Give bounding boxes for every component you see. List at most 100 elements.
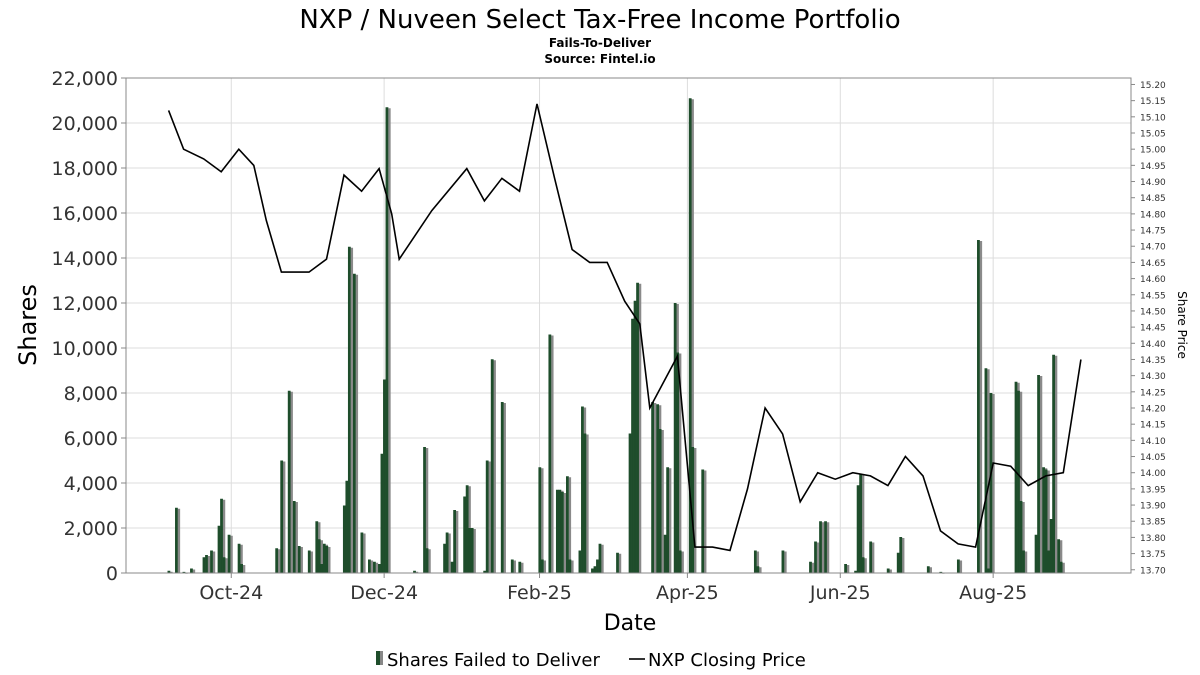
fail-bar-shadow (759, 567, 762, 573)
fail-bar-shadow (871, 542, 875, 573)
fail-bar-shadow (222, 499, 226, 573)
fail-bar-shadow (493, 360, 496, 573)
fail-bar (616, 552, 619, 573)
fail-bar (360, 532, 364, 573)
fail-bar (237, 543, 241, 573)
fail-bar-shadow (1059, 540, 1063, 573)
fail-bar-shadow (328, 547, 331, 573)
fail-bar (984, 368, 988, 573)
y2-tick-label: 13.90 (1140, 502, 1166, 512)
fail-bar (538, 467, 542, 573)
fail-bar-shadow (979, 241, 983, 573)
y-tick-label: 10,000 (52, 338, 118, 360)
y2-tick-label: 15.05 (1140, 130, 1166, 140)
y2-tick-label: 14.20 (1140, 405, 1166, 415)
fail-bar (548, 334, 552, 573)
fail-bar (540, 559, 544, 573)
plot-frame (125, 77, 1132, 574)
fail-bar-shadow (543, 560, 547, 573)
fail-bar (222, 557, 226, 573)
fail-bar (380, 453, 384, 573)
fail-bar (287, 390, 291, 573)
x-tick-label: Apr-25 (656, 582, 719, 604)
fail-bar-shadow (568, 477, 572, 573)
fail-bar (756, 566, 760, 573)
fail-bar-shadow (225, 558, 228, 573)
y2-axis-ticks: 13.70 13.75 13.80 13.85 13.90 13.95 14.00 14.05… (1131, 81, 1166, 576)
fail-bar (297, 546, 301, 573)
y2-tick-label: 14.90 (1140, 178, 1166, 188)
fail-bar-shadow (784, 551, 787, 573)
fail-bar-shadow (170, 571, 173, 573)
fail-bar (182, 571, 186, 573)
y2-tick-label: 15.10 (1140, 113, 1166, 123)
fail-bar-shadow (300, 547, 303, 573)
fail-bar (939, 571, 943, 573)
fail-bar (663, 534, 667, 573)
fail-bar (292, 501, 296, 573)
y2-tick-label: 15.20 (1140, 81, 1166, 91)
fail-bar (280, 460, 284, 573)
y2-tick-label: 13.80 (1140, 534, 1166, 544)
fail-bar (987, 568, 990, 573)
y-tick-label: 22,000 (52, 68, 118, 90)
y2-tick-label: 14.05 (1140, 453, 1166, 463)
fail-bar (593, 566, 597, 573)
fail-bar-shadow (678, 353, 682, 573)
y2-tick-label: 14.35 (1140, 356, 1166, 366)
fail-bar-shadow (177, 508, 181, 573)
x-tick-label: Oct-24 (199, 582, 263, 604)
fail-bar (445, 532, 449, 573)
fail-bar (518, 561, 522, 573)
fail-bar (636, 282, 639, 573)
y2-tick-label: 15.15 (1140, 97, 1166, 107)
y-tick-label: 4,000 (64, 473, 118, 495)
fail-bar-shadow (691, 99, 694, 573)
fail-bar (633, 300, 637, 573)
fail-bar (1057, 539, 1061, 573)
fail-bar (631, 318, 634, 573)
fail-bar-shadow (1062, 562, 1065, 573)
fail-bar (691, 447, 695, 573)
fail-bar-shadow (992, 394, 995, 573)
fail-bar (450, 561, 454, 573)
y-tick-label: 6,000 (64, 428, 118, 450)
fail-bar (483, 570, 487, 573)
fail-bar-shadow (415, 571, 419, 573)
fail-bar-shadow (694, 448, 697, 573)
fail-bar (1037, 375, 1040, 573)
chart-source: Source: Fintel.io (544, 52, 655, 66)
fail-bar (989, 393, 993, 573)
fail-bar-shadow (571, 560, 574, 573)
fail-bar (217, 525, 221, 573)
fail-bar (240, 564, 243, 573)
x-tick-label: Feb-25 (507, 582, 572, 604)
x-axis-ticks: Oct-24 Dec-24 Feb-25 Apr-25 Jun-25 Aug-25 (199, 573, 1027, 604)
y2-tick-label: 14.85 (1140, 194, 1166, 204)
y2-tick-label: 13.75 (1140, 550, 1166, 560)
fail-bar (1047, 550, 1050, 573)
y-tick-label: 12,000 (52, 293, 118, 315)
y2-tick-label: 14.40 (1140, 340, 1166, 350)
fail-bar-shadow (811, 562, 815, 573)
fail-bar-shadow (653, 403, 657, 573)
fail-bar-shadow (638, 283, 642, 573)
fail-bar-shadow (212, 551, 216, 573)
y2-tick-label: 14.75 (1140, 227, 1166, 237)
y-tick-label: 16,000 (52, 203, 118, 225)
y2-tick-label: 14.65 (1140, 259, 1166, 269)
fail-bar (814, 541, 817, 573)
fail-bar-shadow (428, 549, 431, 573)
fail-bar (658, 429, 662, 573)
y2-tick-label: 13.95 (1140, 485, 1166, 495)
y2-tick-label: 14.10 (1140, 437, 1166, 447)
chart-subtitle: Fails-To-Deliver (549, 36, 651, 50)
fail-bar-shadow (668, 468, 672, 573)
fail-bar (560, 492, 564, 573)
fail-bar (854, 570, 858, 573)
fail-bar (598, 543, 602, 573)
fail-bar (678, 550, 682, 573)
fail-bar (227, 534, 231, 573)
fail-bar (555, 489, 559, 573)
